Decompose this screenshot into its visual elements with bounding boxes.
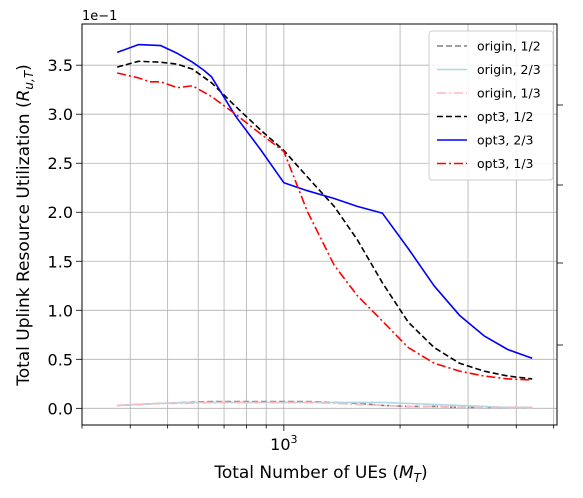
series-lines xyxy=(116,43,533,409)
legend-label: origin, 1/3 xyxy=(477,86,541,101)
y-tick-label: 3.0 xyxy=(48,105,73,124)
math-subscript: u,T xyxy=(22,69,36,89)
series-line xyxy=(117,401,533,409)
y-offset-label: 1e−1 xyxy=(82,9,117,24)
legend-label: opt3, 1/3 xyxy=(477,156,534,171)
legend-label: origin, 2/3 xyxy=(477,62,541,77)
series-line xyxy=(117,72,533,381)
y-tick-label: 1.0 xyxy=(48,301,73,320)
legend-label: origin, 1/2 xyxy=(477,39,541,54)
y-tick-label: 0.5 xyxy=(48,350,73,369)
y-tick-label: 0.0 xyxy=(48,399,73,418)
series-line xyxy=(116,60,533,380)
legend-box xyxy=(428,30,554,181)
x-tick-label-exponent: 3 xyxy=(291,433,298,446)
plot-frame xyxy=(81,23,558,426)
legend: origin, 1/2 origin, 2/3 origin, 1/3 opt3, 1… xyxy=(428,30,554,181)
y-tick-label: 1.5 xyxy=(48,252,73,271)
math-close: ) xyxy=(421,463,428,483)
legend-label: opt3, 2/3 xyxy=(477,133,534,148)
y-axis-label: Total Uplink Resource Utilization (Ru,T) xyxy=(14,64,36,387)
y-tick-label: 2.0 xyxy=(48,203,73,222)
series-line xyxy=(116,43,533,360)
math-symbol: M xyxy=(399,463,414,483)
math-symbol: R xyxy=(14,90,34,102)
y-tick-label: 3.5 xyxy=(48,56,73,75)
math-close: ) xyxy=(14,64,34,71)
math-subscript: T xyxy=(414,471,423,485)
series-line xyxy=(117,401,533,409)
legend-label: opt3, 1/2 xyxy=(477,109,534,124)
x-tick-label: 103 xyxy=(270,433,297,454)
axes xyxy=(81,23,558,426)
y-tick-label: 2.5 xyxy=(48,154,73,173)
x-axis-label: Total Number of UEs (MT) xyxy=(213,463,427,485)
